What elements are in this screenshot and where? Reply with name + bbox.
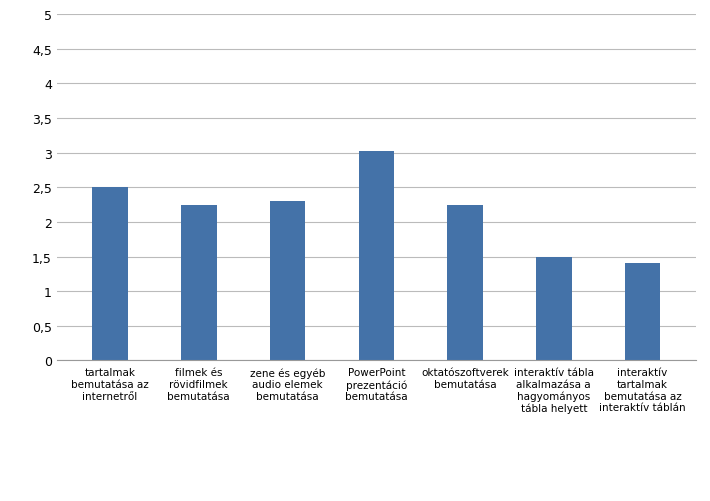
Bar [536, 257, 572, 361]
Bar [359, 151, 394, 361]
Bar [447, 205, 483, 361]
Bar [181, 205, 217, 361]
Bar [92, 188, 128, 361]
Bar [625, 264, 660, 361]
Bar [270, 202, 305, 361]
